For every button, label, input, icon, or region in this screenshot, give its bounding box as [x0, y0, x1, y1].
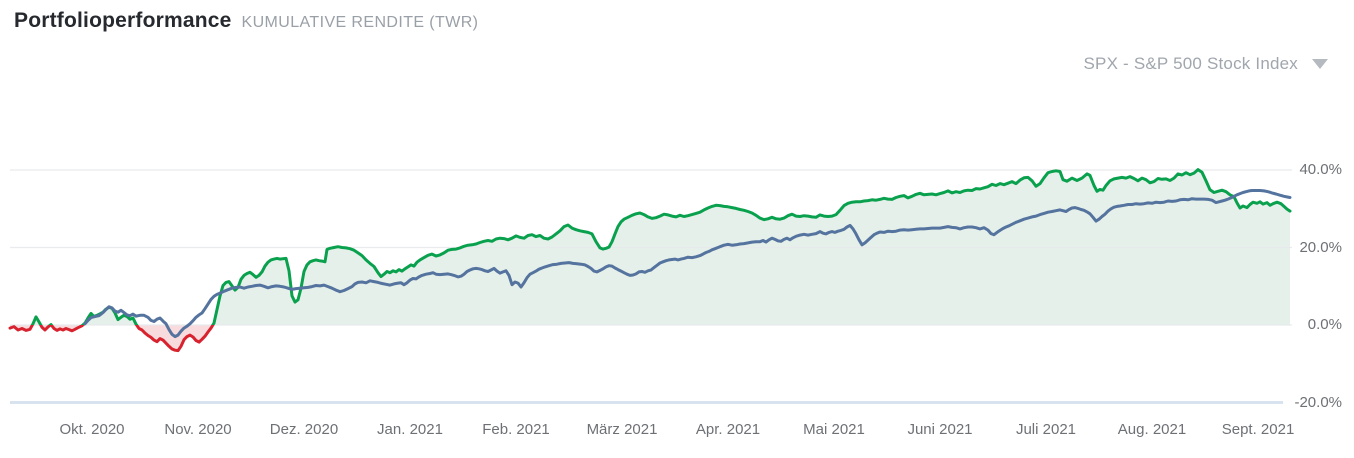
- y-tick-label: 0.0%: [1307, 316, 1342, 333]
- page-title: Portfolioperformance: [14, 9, 232, 32]
- page-subtitle: KUMULATIVE RENDITE (TWR): [241, 14, 479, 31]
- portfolio-line-positive: [30, 168, 1292, 325]
- y-tick-label: -20.0%: [1294, 393, 1342, 411]
- portfolio-line-negative: [8, 325, 215, 353]
- x-tick-label: Mai 2021: [803, 421, 865, 438]
- x-tick-label: Juli 2021: [1015, 421, 1077, 438]
- x-tick-label: Apr. 2021: [695, 421, 761, 438]
- x-tick-label: Sept. 2021: [1221, 421, 1295, 438]
- x-tick-label: Aug. 2021: [1117, 421, 1187, 438]
- chevron-down-icon[interactable]: [1312, 59, 1328, 69]
- portfolio-area-positive: [10, 169, 1290, 325]
- x-tick-label: März 2021: [586, 421, 658, 438]
- x-tick-label: Okt. 2020: [59, 421, 125, 438]
- x-tick-label: Dez. 2020: [269, 421, 339, 438]
- y-tick-label: 40.0%: [1299, 161, 1342, 178]
- benchmark-line: [83, 189, 1292, 339]
- y-tick-label: 20.0%: [1299, 238, 1342, 256]
- benchmark-selector[interactable]: SPX - S&P 500 Stock Index: [1084, 54, 1328, 74]
- benchmark-selector-value[interactable]: SPX - S&P 500 Stock Index: [1083, 54, 1298, 73]
- x-tick-label: Nov. 2020: [164, 421, 232, 438]
- header: Portfolioperformance KUMULATIVE RENDITE …: [14, 9, 478, 33]
- x-tick-label: Jan. 2021: [377, 421, 443, 438]
- x-tick-label: Feb. 2021: [482, 421, 550, 438]
- x-tick-label: Juni 2021: [907, 421, 973, 438]
